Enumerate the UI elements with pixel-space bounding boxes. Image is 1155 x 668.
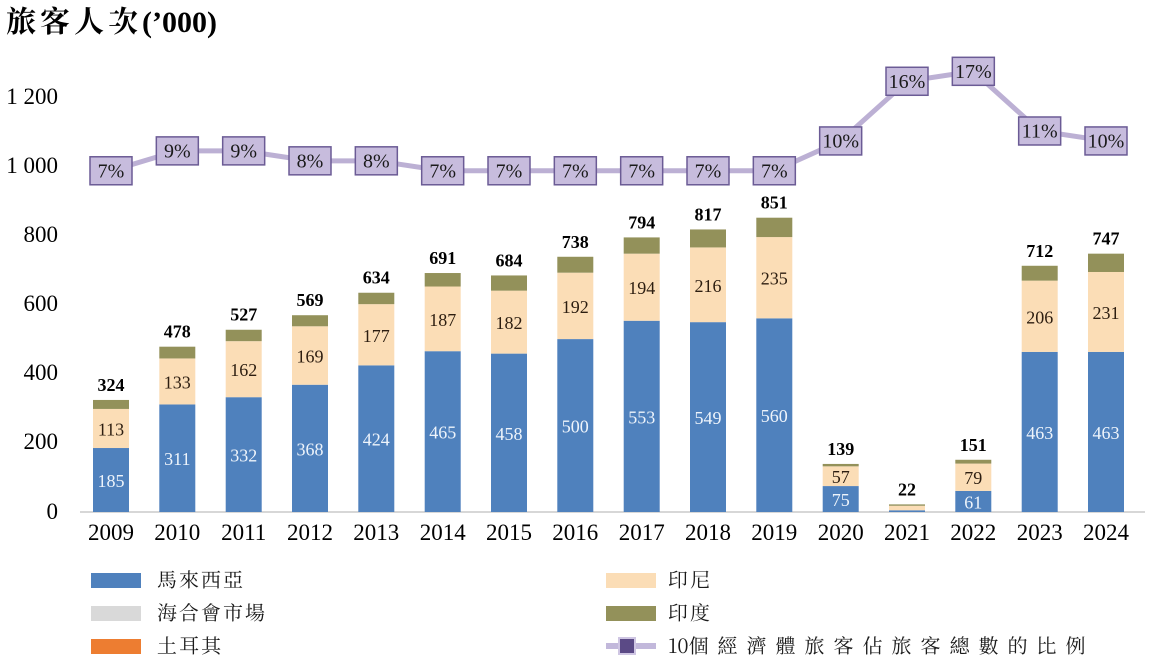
svg-text:560: 560: [761, 406, 788, 426]
svg-text:7%: 7%: [761, 160, 788, 182]
svg-text:747: 747: [1093, 229, 1120, 249]
svg-text:600: 600: [24, 291, 59, 316]
svg-text:1 000: 1 000: [6, 153, 58, 178]
svg-text:2024: 2024: [1083, 520, 1130, 545]
svg-text:182: 182: [496, 313, 523, 333]
svg-text:553: 553: [628, 407, 655, 427]
svg-text:7%: 7%: [695, 160, 722, 182]
svg-text:817: 817: [695, 205, 722, 225]
svg-text:187: 187: [429, 310, 456, 330]
svg-text:印度: 印度: [668, 597, 712, 626]
svg-text:9%: 9%: [164, 140, 191, 162]
svg-text:311: 311: [164, 449, 190, 469]
svg-text:11%: 11%: [1022, 120, 1058, 142]
svg-text:851: 851: [761, 193, 788, 213]
svg-text:216: 216: [695, 276, 722, 296]
svg-text:332: 332: [230, 446, 257, 466]
svg-text:16%: 16%: [889, 71, 926, 93]
svg-text:458: 458: [496, 424, 523, 444]
svg-text:177: 177: [363, 326, 390, 346]
svg-text:463: 463: [1093, 423, 1120, 443]
svg-text:2012: 2012: [287, 520, 333, 545]
svg-text:712: 712: [1026, 241, 1053, 261]
svg-text:200: 200: [24, 429, 59, 454]
svg-text:土耳其: 土耳其: [157, 630, 223, 659]
svg-text:2011: 2011: [221, 520, 266, 545]
svg-text:463: 463: [1026, 423, 1053, 443]
svg-text:185: 185: [98, 471, 125, 491]
svg-text:634: 634: [363, 268, 390, 288]
svg-text:79: 79: [964, 468, 982, 488]
svg-text:368: 368: [297, 439, 324, 459]
svg-text:9%: 9%: [230, 140, 257, 162]
svg-text:465: 465: [429, 423, 456, 443]
svg-text:17%: 17%: [955, 61, 992, 83]
svg-text:8%: 8%: [297, 150, 324, 172]
svg-text:海合會市場: 海合會市場: [157, 597, 267, 626]
svg-text:7%: 7%: [628, 160, 655, 182]
svg-text:206: 206: [1026, 307, 1053, 327]
svg-text:684: 684: [496, 251, 523, 271]
svg-text:8%: 8%: [363, 150, 390, 172]
svg-text:0: 0: [47, 499, 59, 524]
svg-text:10%: 10%: [1088, 130, 1125, 152]
svg-text:61: 61: [964, 493, 982, 513]
svg-text:7%: 7%: [98, 160, 125, 182]
svg-text:22: 22: [898, 479, 916, 499]
svg-text:7%: 7%: [496, 160, 523, 182]
svg-text:113: 113: [98, 420, 124, 440]
svg-text:2010: 2010: [154, 520, 200, 545]
svg-text:2018: 2018: [685, 520, 731, 545]
svg-text:10個經濟體旅客佔旅客總數的比例: 10個經濟體旅客佔旅客總數的比例: [668, 630, 1095, 659]
svg-text:478: 478: [164, 322, 191, 342]
svg-text:794: 794: [628, 212, 655, 232]
svg-text:2014: 2014: [420, 520, 467, 545]
svg-text:800: 800: [24, 222, 59, 247]
svg-text:2016: 2016: [552, 520, 598, 545]
svg-text:2009: 2009: [88, 520, 134, 545]
svg-text:75: 75: [832, 490, 850, 510]
svg-text:2013: 2013: [353, 520, 399, 545]
svg-text:2020: 2020: [818, 520, 864, 545]
svg-text:527: 527: [230, 305, 257, 325]
svg-text:162: 162: [230, 360, 257, 380]
svg-text:194: 194: [628, 278, 655, 298]
svg-text:馬來西亞: 馬來西亞: [157, 564, 245, 593]
svg-text:2017: 2017: [619, 520, 665, 545]
svg-text:印尼: 印尼: [668, 564, 712, 593]
svg-text:2015: 2015: [486, 520, 532, 545]
svg-text:7%: 7%: [429, 160, 456, 182]
svg-text:151: 151: [960, 435, 987, 455]
svg-text:235: 235: [761, 269, 788, 289]
svg-text:7%: 7%: [562, 160, 589, 182]
svg-text:192: 192: [562, 297, 589, 317]
svg-text:10%: 10%: [822, 130, 859, 152]
svg-text:500: 500: [562, 417, 589, 437]
svg-text:549: 549: [695, 408, 722, 428]
svg-text:691: 691: [429, 248, 456, 268]
svg-text:133: 133: [164, 372, 191, 392]
svg-text:424: 424: [363, 430, 390, 450]
svg-text:324: 324: [98, 375, 125, 395]
svg-text:738: 738: [562, 232, 589, 252]
svg-text:2022: 2022: [950, 520, 996, 545]
svg-text:2023: 2023: [1017, 520, 1063, 545]
svg-text:569: 569: [297, 290, 324, 310]
svg-text:169: 169: [297, 347, 324, 367]
svg-text:1 200: 1 200: [6, 84, 58, 109]
svg-text:2021: 2021: [884, 520, 930, 545]
svg-text:139: 139: [827, 439, 854, 459]
svg-text:231: 231: [1093, 303, 1120, 323]
svg-text:57: 57: [832, 467, 850, 487]
svg-text:2019: 2019: [751, 520, 797, 545]
svg-text:400: 400: [24, 360, 59, 385]
